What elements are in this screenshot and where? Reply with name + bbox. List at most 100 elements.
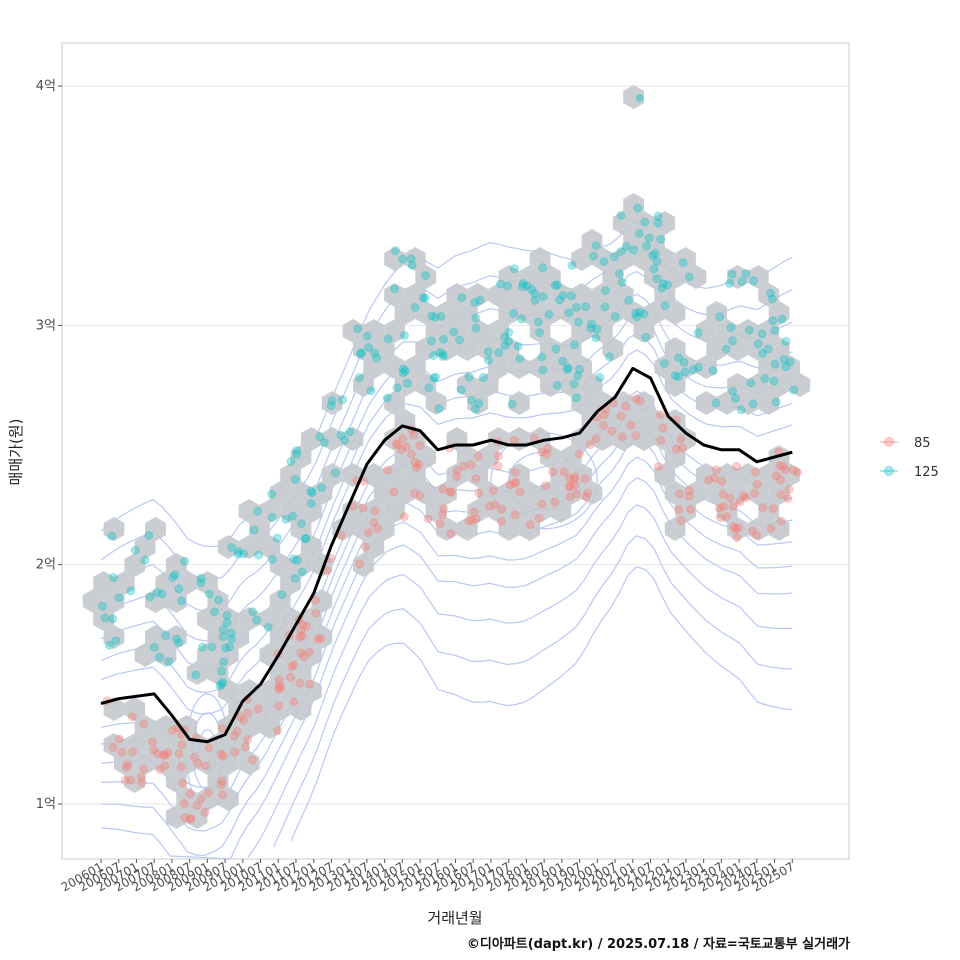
- data-point: [728, 502, 738, 512]
- hexbin: [560, 373, 582, 397]
- data-point: [785, 357, 795, 367]
- hexbin: [321, 391, 343, 415]
- data-point: [139, 719, 149, 729]
- data-point: [728, 386, 737, 396]
- data-point: [595, 372, 605, 382]
- data-point: [227, 543, 236, 552]
- data-point: [128, 747, 138, 757]
- data-point: [305, 679, 314, 689]
- data-point: [770, 359, 780, 369]
- data-point: [306, 486, 316, 496]
- hexbin: [363, 463, 385, 487]
- hexbin: [654, 355, 676, 379]
- data-point: [624, 295, 634, 305]
- hexbin: [654, 463, 676, 487]
- data-point: [500, 332, 509, 342]
- data-point: [315, 432, 325, 442]
- data-point: [136, 772, 146, 782]
- data-point: [653, 211, 663, 221]
- data-point: [252, 615, 262, 625]
- data-point: [558, 290, 568, 300]
- data-point: [600, 302, 610, 312]
- hexbin: [519, 265, 540, 289]
- hexbin: [706, 337, 728, 361]
- data-point: [155, 652, 165, 662]
- data-point: [552, 380, 562, 390]
- data-point: [248, 607, 258, 617]
- data-point: [591, 241, 601, 250]
- data-point: [485, 501, 495, 511]
- data-point: [635, 94, 644, 103]
- data-point: [722, 512, 732, 521]
- data-point: [678, 443, 687, 453]
- data-point: [274, 675, 284, 684]
- data-point: [426, 336, 436, 346]
- data-point: [114, 734, 124, 744]
- hexbin: [488, 355, 509, 379]
- hexbin: [165, 625, 187, 649]
- data-point: [537, 447, 547, 457]
- data-point: [599, 257, 609, 267]
- data-point: [253, 506, 263, 516]
- data-point: [660, 301, 670, 311]
- hexbin: [685, 481, 707, 505]
- data-point: [510, 435, 519, 445]
- hexbin: [612, 391, 634, 415]
- data-point: [415, 440, 425, 450]
- hexbin: [571, 283, 592, 307]
- data-point: [658, 279, 668, 289]
- hexbin: [488, 283, 509, 307]
- data-point: [574, 317, 584, 327]
- data-point: [741, 493, 751, 503]
- data-point: [97, 601, 107, 611]
- hexbin: [280, 571, 301, 595]
- data-point: [464, 516, 474, 526]
- hexbin: [103, 733, 125, 757]
- data-point: [609, 252, 619, 262]
- data-point: [732, 461, 742, 471]
- hexbin: [425, 391, 447, 415]
- hexbin: [768, 301, 790, 325]
- data-point: [591, 333, 601, 343]
- hexbin: [280, 643, 301, 667]
- data-point: [563, 363, 573, 373]
- data-point: [676, 434, 686, 444]
- y-axis-ticks: 1억 2억 3억 4억: [36, 79, 62, 812]
- data-point: [728, 522, 738, 531]
- data-point: [239, 549, 249, 559]
- data-point: [362, 331, 372, 341]
- data-point: [152, 588, 162, 597]
- hexbin: [103, 589, 125, 613]
- data-point: [505, 480, 515, 490]
- hexbin: [165, 805, 187, 829]
- data-point: [648, 250, 658, 260]
- data-point: [781, 362, 791, 372]
- hexbin: [654, 211, 676, 235]
- data-point: [475, 295, 485, 305]
- data-point: [178, 778, 188, 788]
- data-point: [144, 531, 154, 540]
- data-point: [400, 366, 410, 376]
- hexbin: [508, 463, 530, 487]
- hexbin: [467, 319, 489, 343]
- data-point: [783, 494, 793, 503]
- data-point: [369, 518, 379, 528]
- hexbin: [602, 337, 624, 361]
- hexbin: [695, 463, 717, 487]
- data-point: [337, 395, 347, 405]
- hexbin: [540, 481, 561, 505]
- hexbin: [404, 247, 426, 271]
- hexbin: [654, 247, 676, 271]
- data-point: [726, 323, 736, 333]
- data-point: [581, 492, 591, 502]
- data-point: [732, 533, 742, 543]
- hexbin: [540, 445, 561, 469]
- hexbin: [633, 427, 655, 451]
- data-point: [401, 442, 411, 452]
- data-point: [569, 475, 579, 485]
- hexbin: [498, 517, 520, 541]
- hexbin: [540, 265, 561, 289]
- data-point: [180, 813, 190, 823]
- data-point: [267, 489, 277, 499]
- data-point: [172, 634, 182, 644]
